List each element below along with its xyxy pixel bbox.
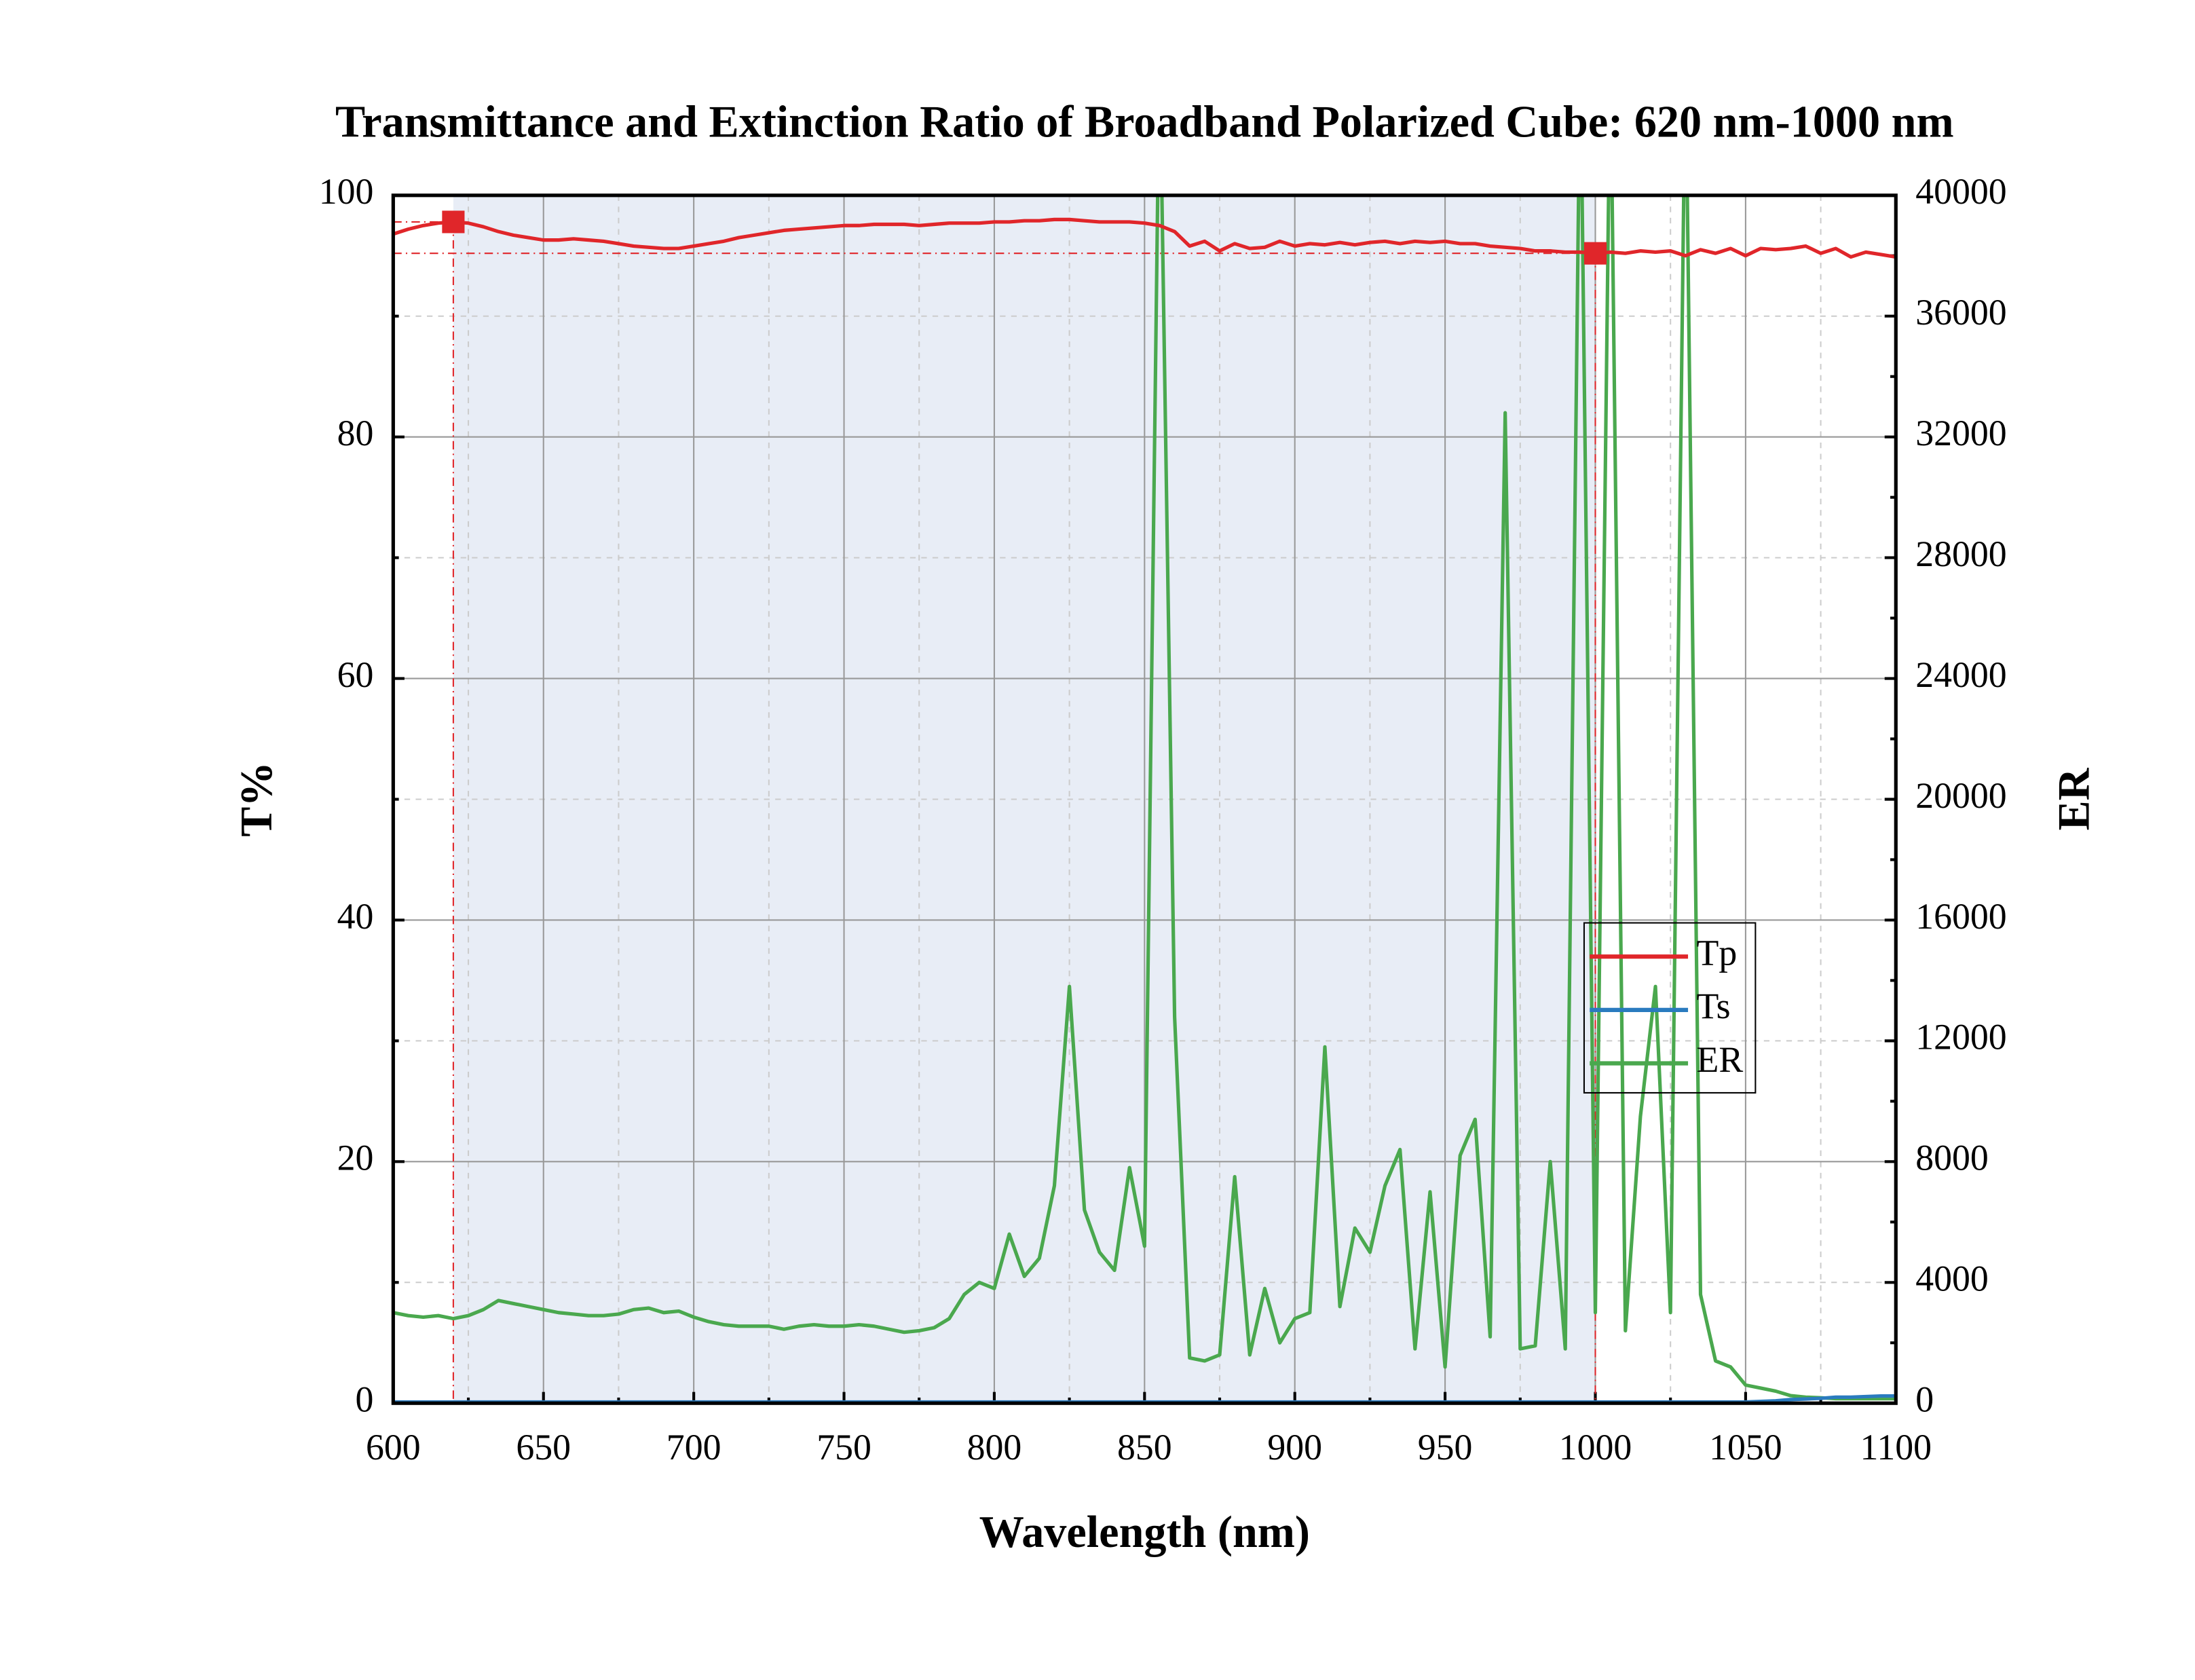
y2-tick-label: 8000 <box>1915 1138 1989 1178</box>
marker <box>1583 242 1607 265</box>
plot-frame <box>391 193 1898 1405</box>
x-tick-label: 700 <box>667 1427 721 1468</box>
legend-label: ER <box>1696 1039 1743 1080</box>
y2-tick-label: 16000 <box>1915 896 2006 937</box>
y-tick-label: 80 <box>337 413 374 453</box>
x-axis-title: Wavelength (nm) <box>979 1508 1310 1557</box>
x-tick-label: 1000 <box>1559 1427 1632 1468</box>
x-tick-label: 1050 <box>1709 1427 1782 1468</box>
x-tick-label: 750 <box>817 1427 871 1468</box>
y2-tick-label: 36000 <box>1915 292 2006 333</box>
legend-label: Tp <box>1696 933 1737 973</box>
x-tick-label: 1100 <box>1860 1427 1932 1468</box>
y2-tick-label: 40000 <box>1915 171 2006 212</box>
x-tick-label: 850 <box>1117 1427 1172 1468</box>
y-tick-label: 20 <box>337 1138 374 1178</box>
y-tick-label: 100 <box>319 171 374 212</box>
y2-tick-label: 12000 <box>1915 1017 2006 1058</box>
y2-tick-label: 20000 <box>1915 775 2006 816</box>
y2-tick-label: 28000 <box>1915 534 2006 574</box>
y-tick-label: 0 <box>355 1379 373 1420</box>
x-tick-label: 900 <box>1267 1427 1322 1468</box>
y-tick-label: 40 <box>337 896 374 937</box>
series-line <box>393 217 1896 259</box>
chart-title: Transmittance and Extinction Ratio of Br… <box>335 98 1954 147</box>
y2-axis-title: ER <box>2049 767 2099 830</box>
y2-tick-label: 32000 <box>1915 413 2006 453</box>
marker <box>442 210 465 234</box>
y2-tick-label: 0 <box>1915 1379 1934 1420</box>
y-axis-title: T% <box>232 762 282 836</box>
x-tick-label: 800 <box>967 1427 1022 1468</box>
y-tick-label: 60 <box>337 654 374 695</box>
legend-box <box>1583 922 1757 1094</box>
y2-tick-label: 4000 <box>1915 1258 1989 1299</box>
legend-label: Ts <box>1696 986 1730 1026</box>
x-tick-label: 950 <box>1418 1427 1473 1468</box>
x-tick-label: 650 <box>516 1427 571 1468</box>
y2-tick-label: 24000 <box>1915 654 2006 695</box>
series-line <box>393 195 1896 1401</box>
x-tick-label: 600 <box>366 1427 421 1468</box>
